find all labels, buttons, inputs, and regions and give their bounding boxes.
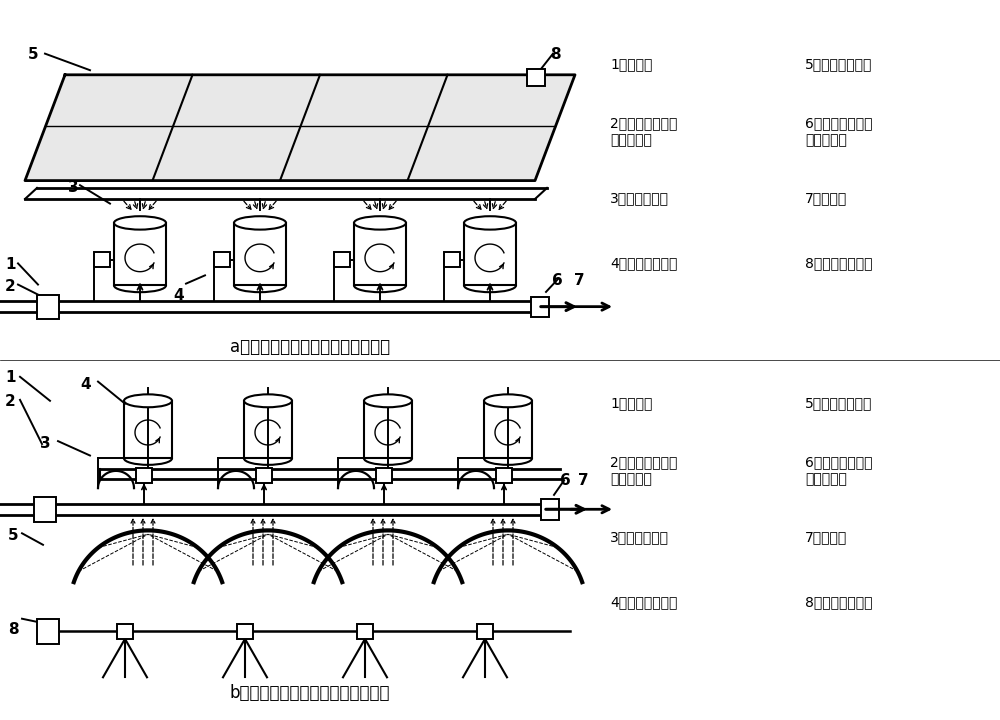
Text: 4：光热转化容器: 4：光热转化容器 [610, 256, 677, 271]
Bar [34, 497, 56, 522]
Text: 4: 4 [80, 377, 91, 392]
Bar [256, 468, 272, 483]
Text: 2：水压、流量、
温度监测器: 2：水压、流量、 温度监测器 [610, 117, 677, 147]
Text: a：直射聚光型光热转化装置示意图: a：直射聚光型光热转化装置示意图 [230, 338, 390, 356]
Text: 8：太阳光追踪器: 8：太阳光追踪器 [805, 256, 872, 271]
Bar [477, 624, 493, 639]
Ellipse shape [114, 279, 166, 292]
Ellipse shape [244, 395, 292, 408]
Bar [237, 624, 253, 639]
Text: 6: 6 [560, 473, 571, 488]
Text: 2：水压、流量、
温度监测器: 2：水压、流量、 温度监测器 [610, 456, 677, 486]
Text: 1：进水管: 1：进水管 [610, 396, 652, 410]
Text: 5：反射型聚光器: 5：反射型聚光器 [805, 396, 872, 410]
Text: 2: 2 [5, 394, 16, 409]
Bar [114, 223, 166, 285]
Text: b：反射聚光型光热转化装置示意图: b：反射聚光型光热转化装置示意图 [230, 684, 390, 702]
Text: 5: 5 [8, 528, 19, 544]
Text: 1: 1 [5, 370, 16, 385]
Ellipse shape [354, 216, 406, 230]
Bar [124, 401, 172, 459]
Text: 8: 8 [8, 621, 19, 636]
Ellipse shape [364, 395, 412, 408]
Bar [357, 624, 373, 639]
Text: 6：气压、温度、
流量监测器: 6：气压、温度、 流量监测器 [805, 117, 872, 147]
Ellipse shape [114, 216, 166, 230]
Bar [444, 253, 460, 267]
Text: 6：气压、温度、
流量监测器: 6：气压、温度、 流量监测器 [805, 456, 872, 486]
Bar [244, 401, 292, 459]
Text: 7: 7 [574, 273, 585, 287]
Bar [37, 618, 59, 644]
Bar [527, 69, 545, 86]
Bar [464, 223, 516, 285]
Ellipse shape [354, 279, 406, 292]
Text: 5：直射型聚光器: 5：直射型聚光器 [805, 57, 872, 71]
Ellipse shape [484, 395, 532, 408]
Ellipse shape [244, 452, 292, 465]
Text: 7：蒸气管: 7：蒸气管 [805, 531, 847, 544]
Ellipse shape [484, 452, 532, 465]
Bar [117, 624, 133, 639]
Text: 8: 8 [550, 48, 561, 62]
Ellipse shape [364, 452, 412, 465]
Bar [214, 253, 230, 267]
Bar [364, 401, 412, 459]
Bar [496, 468, 512, 483]
Text: 8：太阳光追踪器: 8：太阳光追踪器 [805, 595, 872, 610]
Text: 3：液面控制器: 3：液面控制器 [610, 531, 669, 544]
Bar [354, 223, 406, 285]
Text: 7：蒸气管: 7：蒸气管 [805, 192, 847, 206]
Bar [334, 253, 350, 267]
Ellipse shape [464, 216, 516, 230]
Bar [234, 223, 286, 285]
Bar [531, 297, 549, 317]
Text: 3：液面控制器: 3：液面控制器 [610, 192, 669, 206]
Polygon shape [25, 75, 575, 181]
Text: 1: 1 [5, 257, 16, 272]
Bar [94, 253, 110, 267]
Text: 3: 3 [40, 436, 51, 451]
Text: 6: 6 [552, 273, 563, 287]
Ellipse shape [234, 279, 286, 292]
Ellipse shape [464, 279, 516, 292]
Text: 4: 4 [173, 288, 184, 303]
Ellipse shape [234, 216, 286, 230]
Text: 2: 2 [5, 279, 16, 294]
Bar [376, 468, 392, 483]
Bar [37, 294, 59, 318]
Bar [484, 401, 532, 459]
Text: 3: 3 [68, 180, 79, 194]
Ellipse shape [124, 395, 172, 408]
Text: 5: 5 [28, 48, 39, 62]
Ellipse shape [124, 452, 172, 465]
Bar [136, 468, 152, 483]
Bar [541, 499, 559, 520]
Text: 1：进水管: 1：进水管 [610, 57, 652, 71]
Text: 4：光热转化容器: 4：光热转化容器 [610, 595, 677, 610]
Text: 7: 7 [578, 473, 589, 488]
